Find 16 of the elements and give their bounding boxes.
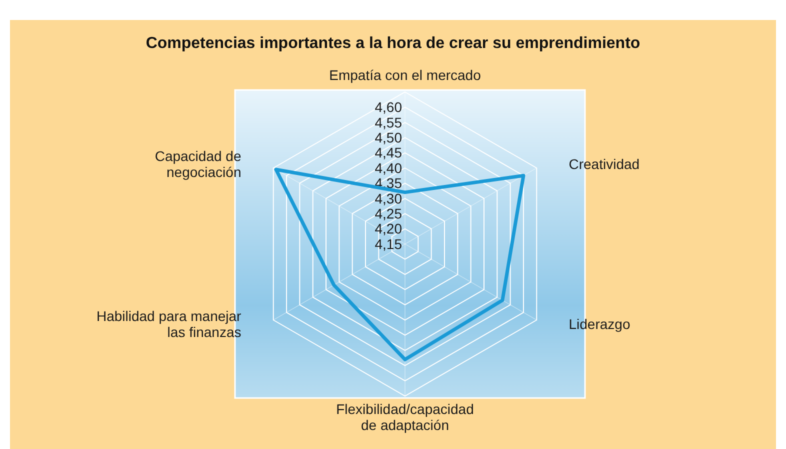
spoke-label: Flexibilidad/capacidad de adaptación — [336, 401, 474, 433]
spoke-label: Habilidad para manejar las finanzas — [96, 308, 242, 340]
y-tick-label: 4,55 — [374, 114, 402, 130]
spoke-label: Capacidad de negociación — [154, 148, 242, 180]
y-tick-label: 4,15 — [374, 236, 402, 252]
chart-title: Competencias importantes a la hora de crear su emprendimiento — [146, 35, 640, 52]
y-tick-label: 4,60 — [374, 99, 402, 116]
spoke-label: Creatividad — [568, 156, 640, 172]
y-tick-label: 4,40 — [374, 160, 402, 176]
y-tick-label: 4,50 — [374, 130, 402, 146]
spoke-label: Empatía con el mercado — [329, 67, 482, 83]
y-tick-label: 4,25 — [374, 206, 402, 222]
y-tick-label: 4,30 — [374, 190, 402, 206]
y-tick-label: 4,20 — [374, 220, 402, 237]
spoke-label: Liderazgo — [568, 316, 630, 332]
y-tick-label: 4,45 — [374, 144, 402, 161]
